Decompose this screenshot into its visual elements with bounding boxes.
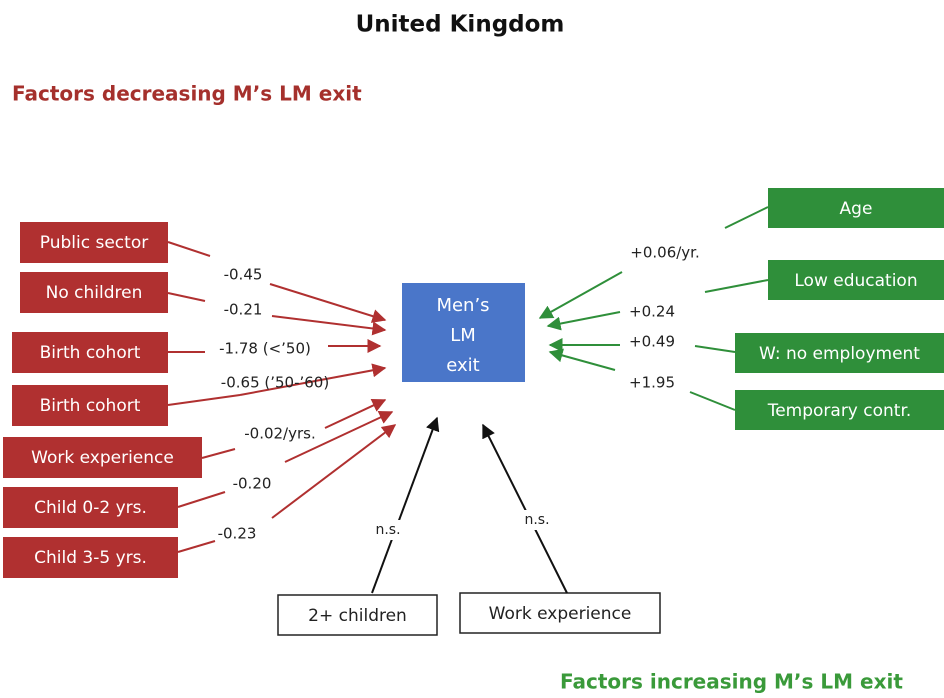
factor-label: 2+ children xyxy=(308,606,407,626)
arrow xyxy=(482,423,568,594)
factor-label: Age xyxy=(840,199,873,219)
arrow-tail xyxy=(694,345,736,353)
factor-label: W: no employment xyxy=(759,344,920,364)
factor-box xyxy=(768,188,944,228)
arrow xyxy=(371,416,440,594)
arrow xyxy=(284,410,394,463)
factor-label: Work experience xyxy=(31,448,174,468)
arrow xyxy=(269,283,387,323)
factor-box xyxy=(277,594,438,636)
arrow-tail xyxy=(724,206,769,229)
effect-label: -0.20 xyxy=(233,475,272,493)
factor-label: Birth cohort xyxy=(40,396,141,416)
factor-box xyxy=(768,260,944,300)
factor-box xyxy=(3,537,178,578)
arrow xyxy=(271,315,387,336)
title: United Kingdom xyxy=(356,12,565,38)
effect-label: n.s. xyxy=(375,522,400,538)
arrow xyxy=(271,424,397,519)
arrow xyxy=(546,311,621,331)
factor-label: Public sector xyxy=(40,233,148,253)
center-label: Men’s xyxy=(436,295,489,316)
factor-label: Low education xyxy=(794,271,917,291)
effect-label: n.s. xyxy=(524,512,549,528)
factor-box xyxy=(459,592,661,634)
factor-label: Birth cohort xyxy=(40,343,141,363)
factor-box xyxy=(3,437,202,478)
effect-label: -1.78 (<’50) xyxy=(219,340,311,358)
factor-box xyxy=(20,272,168,313)
center-label: LM xyxy=(450,325,476,346)
arrow-tail xyxy=(167,394,241,406)
center-box xyxy=(402,283,525,382)
factor-label: Work experience xyxy=(489,604,632,624)
arrow xyxy=(538,271,623,319)
effect-label: +0.06/yr. xyxy=(630,244,699,262)
arrow-tail xyxy=(177,540,216,553)
arrow xyxy=(324,398,387,429)
factor-box xyxy=(20,222,168,263)
effect-label: -0.23 xyxy=(218,525,257,543)
decreasing-heading: Factors decreasing M’s LM exit xyxy=(12,82,362,106)
arrow-tail xyxy=(704,279,769,293)
label-bg xyxy=(517,510,557,530)
increasing-heading: Factors increasing M’s LM exit xyxy=(560,670,903,694)
effect-label: -0.65 (’50-’60) xyxy=(221,374,329,392)
arrow-tail xyxy=(689,391,736,411)
factor-box xyxy=(735,333,944,373)
effect-label: +0.24 xyxy=(629,303,675,321)
factor-box xyxy=(12,385,168,426)
label-bg xyxy=(368,520,408,540)
effect-label: +0.49 xyxy=(629,333,675,351)
factor-box xyxy=(3,487,178,528)
arrow-tail xyxy=(167,292,206,302)
effect-label: +1.95 xyxy=(629,374,675,392)
arrow-tail xyxy=(167,241,211,257)
factor-label: No children xyxy=(46,283,143,303)
arrow xyxy=(548,348,616,371)
center-label: exit xyxy=(446,355,479,376)
effect-label: -0.45 xyxy=(224,266,263,284)
factor-box xyxy=(735,390,944,430)
effect-label: -0.02/yrs. xyxy=(244,425,316,443)
factor-label: Child 0-2 yrs. xyxy=(34,498,147,518)
effect-label: -0.21 xyxy=(224,301,263,319)
factor-label: Child 3-5 yrs. xyxy=(34,548,147,568)
arrow xyxy=(239,363,387,396)
factor-label: Temporary contr. xyxy=(767,401,912,421)
arrow-tail xyxy=(201,448,236,459)
arrow-tail xyxy=(177,491,226,508)
factor-box xyxy=(12,332,168,373)
